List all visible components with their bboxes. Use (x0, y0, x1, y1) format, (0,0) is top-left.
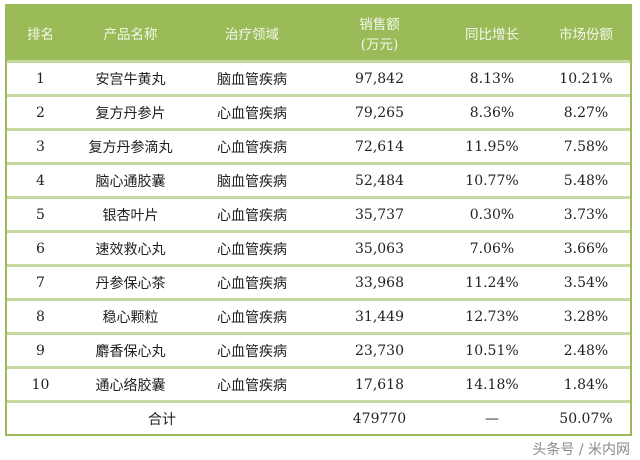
table-row: 7 丹参保心茶 心血管疾病 33,968 11.24% 3.54% (7, 264, 630, 298)
header-rank: 排名 (27, 27, 54, 43)
table-row: 5 银杏叶片 心血管疾病 35,737 0.30% 3.73% (7, 196, 630, 230)
cell-rank: 1 (36, 70, 45, 87)
cell-growth: 11.95% (465, 138, 519, 155)
total-sales: 479770 (352, 410, 407, 427)
cell-sales: 79,265 (355, 104, 404, 121)
cell-growth: 7.06% (469, 240, 515, 257)
cell-growth: 11.24% (465, 274, 519, 291)
header-product: 产品名称 (103, 27, 158, 43)
cell-share: 3.66% (563, 240, 609, 257)
table-row: 9 麝香保心丸 心血管疾病 23,730 10.51% 2.48% (7, 332, 630, 366)
cell-growth: 12.73% (465, 308, 519, 325)
cell-rank: 2 (36, 104, 45, 121)
sales-ranking-table: 排名 产品名称 治疗领域 销售额 (万元) 同比增长 市场份额 1 安宫牛黄丸 脑血… (5, 4, 632, 436)
cell-rank: 6 (36, 240, 45, 257)
cell-sales: 33,968 (355, 274, 404, 291)
cell-rank: 8 (36, 308, 45, 325)
cell-sales: 97,842 (355, 70, 404, 87)
cell-area: 心血管疾病 (217, 309, 287, 326)
cell-sales: 31,449 (355, 308, 404, 325)
table-row: 10 通心络胶囊 心血管疾病 17,618 14.18% 1.84% (7, 366, 630, 400)
table-row: 1 安宫牛黄丸 脑血管疾病 97,842 8.13% 10.21% (7, 60, 630, 94)
cell-product: 脑心通胶囊 (95, 173, 166, 190)
cell-rank: 9 (36, 342, 45, 359)
cell-area: 心血管疾病 (217, 377, 287, 394)
cell-share: 7.58% (563, 138, 609, 155)
table-row: 6 速效救心丸 心血管疾病 35,063 7.06% 3.66% (7, 230, 630, 264)
cell-area: 心血管疾病 (217, 207, 287, 224)
cell-sales: 23,730 (355, 342, 404, 359)
header-share: 市场份额 (559, 27, 613, 43)
cell-rank: 5 (36, 206, 45, 223)
cell-share: 3.28% (563, 308, 609, 325)
header-area: 治疗领域 (225, 27, 279, 43)
cell-growth: 0.30% (469, 206, 515, 223)
cell-share: 1.84% (563, 376, 609, 393)
cell-share: 8.27% (563, 104, 609, 121)
cell-rank: 7 (36, 274, 45, 291)
cell-rank: 10 (31, 376, 50, 393)
total-row: 合计 479770 — 50.07% (7, 400, 630, 434)
cell-product: 银杏叶片 (102, 207, 159, 224)
table-row: 2 复方丹参片 心血管疾病 79,265 8.36% 8.27% (7, 94, 630, 128)
header-sales-unit: (万元) (360, 37, 399, 53)
table-row: 4 脑心通胶囊 脑血管疾病 52,484 10.77% 5.48% (7, 162, 630, 196)
cell-area: 心血管疾病 (217, 275, 287, 292)
total-label: 合计 (148, 411, 176, 428)
cell-area: 心血管疾病 (217, 105, 287, 122)
cell-area: 脑血管疾病 (217, 173, 287, 190)
cell-product: 通心络胶囊 (95, 377, 166, 394)
table-row: 3 复方丹参滴丸 心血管疾病 72,614 11.95% 7.58% (7, 128, 630, 162)
header-sales-line1: 销售额 (359, 17, 400, 33)
table-header: 排名 产品名称 治疗领域 销售额 (万元) 同比增长 市场份额 (7, 6, 630, 60)
cell-growth: 14.18% (465, 376, 519, 393)
cell-sales: 52,484 (355, 172, 404, 189)
cell-area: 心血管疾病 (217, 343, 287, 360)
header-sales: 销售额 (万元) (317, 13, 442, 53)
cell-product: 复方丹参片 (95, 105, 166, 122)
cell-area: 脑血管疾病 (217, 71, 287, 88)
cell-growth: 10.51% (465, 342, 519, 359)
cell-share: 5.48% (563, 172, 609, 189)
cell-growth: 10.77% (465, 172, 519, 189)
total-share: 50.07% (559, 410, 613, 427)
cell-product: 复方丹参滴丸 (88, 139, 173, 156)
cell-product: 稳心颗粒 (102, 309, 159, 326)
cell-share: 3.54% (563, 274, 609, 291)
watermark: 头条号 / 米内网 (532, 442, 630, 458)
cell-rank: 4 (36, 172, 45, 189)
cell-growth: 8.36% (469, 104, 515, 121)
header-growth: 同比增长 (465, 27, 519, 43)
cell-sales: 72,614 (355, 138, 404, 155)
cell-sales: 17,618 (355, 376, 404, 393)
cell-share: 10.21% (559, 70, 613, 87)
cell-share: 2.48% (563, 342, 609, 359)
cell-area: 心血管疾病 (217, 139, 287, 156)
cell-sales: 35,737 (355, 206, 404, 223)
total-growth: — (485, 410, 499, 427)
cell-rank: 3 (36, 138, 45, 155)
cell-area: 心血管疾病 (217, 241, 287, 258)
cell-product: 安宫牛黄丸 (95, 71, 166, 88)
cell-product: 速效救心丸 (95, 241, 166, 258)
cell-product: 丹参保心茶 (95, 275, 166, 292)
cell-product: 麝香保心丸 (95, 343, 166, 360)
cell-growth: 8.13% (469, 70, 515, 87)
table-row: 8 稳心颗粒 心血管疾病 31,449 12.73% 3.28% (7, 298, 630, 332)
cell-share: 3.73% (563, 206, 609, 223)
cell-sales: 35,063 (355, 240, 404, 257)
